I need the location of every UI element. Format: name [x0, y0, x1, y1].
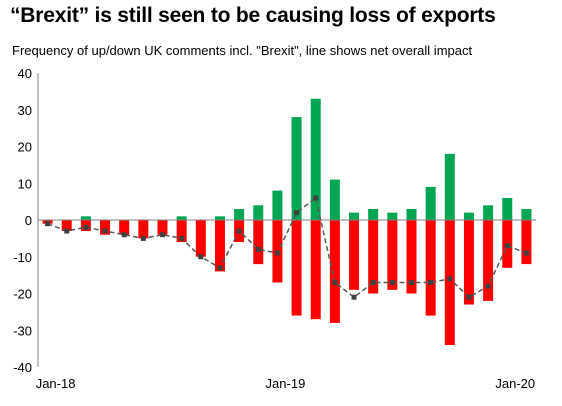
positive-bar: [272, 190, 283, 220]
positive-bar: [349, 212, 360, 220]
net-impact-marker: [351, 294, 357, 300]
negative-bar: [291, 220, 302, 316]
positive-bar: [444, 153, 455, 220]
positive-bar: [406, 208, 417, 220]
net-impact-marker: [217, 265, 223, 271]
net-impact-line: [45, 195, 529, 300]
negative-bar: [195, 220, 206, 257]
negative-bar: [61, 220, 72, 232]
negative-bar: [444, 220, 455, 345]
net-impact-marker: [504, 243, 510, 249]
net-impact-marker: [466, 294, 472, 300]
positive-bar: [368, 208, 379, 220]
x-tick-label: Jan-19: [266, 376, 306, 391]
net-impact-marker: [274, 250, 280, 256]
positive-bar: [234, 208, 245, 220]
net-impact-marker: [179, 235, 185, 241]
net-impact-marker: [198, 254, 204, 260]
negative-bar: [310, 220, 321, 320]
negative-bar: [138, 220, 149, 239]
positive-bar: [502, 197, 513, 220]
y-tick-label: 0: [25, 213, 32, 228]
y-tick-label: 40: [18, 66, 32, 81]
positive-bar: [483, 205, 494, 220]
net-impact-marker: [294, 210, 300, 216]
negative-bar: [368, 220, 379, 294]
net-impact-marker: [83, 224, 89, 230]
negative-bar: [157, 220, 168, 235]
net-impact-marker: [140, 235, 146, 241]
negative-bar: [253, 220, 264, 265]
chart-title: “Brexit” is still seen to be causing los…: [10, 4, 496, 27]
y-tick-label: 20: [18, 140, 32, 155]
negative-bar: [521, 220, 532, 265]
x-tick-label: Jan-20: [495, 376, 535, 391]
net-impact-marker: [64, 228, 70, 234]
bars: [42, 98, 532, 345]
net-impact-marker: [428, 279, 434, 285]
positive-bar: [425, 186, 436, 220]
positive-bar: [387, 212, 398, 220]
net-impact-marker: [236, 228, 242, 234]
negative-bar: [119, 220, 130, 235]
net-impact-marker: [102, 228, 108, 234]
positive-bar: [310, 98, 321, 220]
positive-bar: [214, 216, 225, 220]
negative-bar: [349, 220, 360, 290]
positive-bar: [291, 117, 302, 220]
negative-bar: [100, 220, 111, 235]
positive-bar: [176, 216, 187, 220]
negative-bar: [387, 220, 398, 290]
net-impact-marker: [523, 250, 529, 256]
positive-bar: [463, 212, 474, 220]
net-impact-marker: [447, 276, 453, 282]
negative-bar: [483, 220, 494, 301]
negative-bar: [463, 220, 474, 305]
net-impact-marker: [389, 279, 395, 285]
positive-bar: [80, 216, 91, 220]
y-axis-ticks: -40 -30 -20 -10 0 10 20 30 40: [13, 66, 32, 375]
net-impact-marker: [255, 246, 261, 252]
net-impact-marker: [121, 232, 127, 238]
x-tick-label: Jan-18: [36, 376, 76, 391]
y-tick-label: 10: [18, 176, 32, 191]
y-tick-label: 30: [18, 103, 32, 118]
net-impact-marker: [409, 279, 414, 285]
net-impact-marker: [332, 279, 338, 285]
positive-bar: [521, 208, 532, 220]
chart-subtitle: Frequency of up/down UK comments incl. "…: [12, 43, 473, 58]
y-tick-label: -10: [13, 250, 32, 265]
positive-bar: [329, 179, 340, 220]
negative-bar: [425, 220, 436, 316]
positive-bar: [253, 205, 264, 220]
net-impact-polyline: [47, 196, 527, 299]
y-tick-label: -40: [13, 360, 32, 375]
negative-bar: [406, 220, 417, 294]
net-impact-marker: [160, 232, 165, 238]
net-impact-marker: [370, 279, 376, 285]
net-impact-marker: [313, 195, 319, 201]
y-tick-label: -30: [13, 323, 32, 338]
y-tick-label: -20: [13, 287, 32, 302]
negative-bar: [214, 220, 225, 272]
negative-bar: [176, 220, 187, 243]
negative-bar: [329, 220, 340, 323]
axes: [37, 73, 536, 367]
net-impact-marker: [45, 221, 51, 227]
net-impact-marker: [485, 283, 491, 289]
x-axis-ticks: Jan-18 Jan-19 Jan-20: [36, 376, 535, 391]
